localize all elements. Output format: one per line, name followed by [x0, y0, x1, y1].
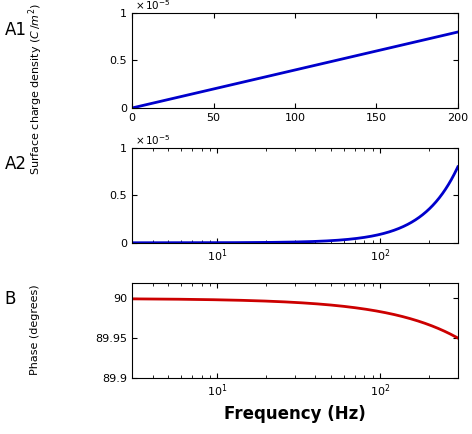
Text: A1: A1: [5, 20, 27, 39]
X-axis label: Frequency (Hz): Frequency (Hz): [224, 404, 366, 423]
Text: $\times\,10^{-5}$: $\times\,10^{-5}$: [135, 133, 171, 147]
Text: B: B: [5, 290, 16, 308]
Text: A2: A2: [5, 155, 27, 174]
Text: $\times\,10^{-5}$: $\times\,10^{-5}$: [135, 0, 171, 12]
Text: Phase (degrees): Phase (degrees): [30, 285, 41, 375]
Text: Surface charge density $(C\,/m^2)$: Surface charge density $(C\,/m^2)$: [26, 3, 45, 175]
